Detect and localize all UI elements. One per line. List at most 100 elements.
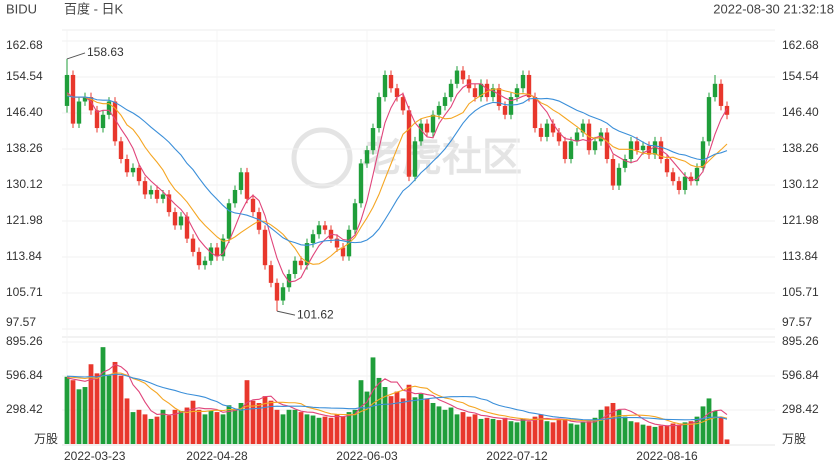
candle-body	[454, 70, 460, 84]
candle-body	[706, 97, 712, 142]
volume-bar	[316, 417, 322, 444]
candle-body	[178, 216, 184, 226]
candle-body	[460, 70, 466, 80]
volume-bar	[268, 400, 274, 444]
y-tick-label: 154.54	[6, 69, 43, 83]
volume-bar	[172, 409, 178, 444]
volume-bar	[388, 396, 394, 444]
volume-bar	[76, 389, 82, 444]
volume-bar	[160, 409, 166, 444]
candle-body	[550, 123, 556, 133]
volume-bar	[280, 414, 286, 444]
y-tick-label-right: 113.84	[782, 249, 818, 263]
y-tick-label: 121.98	[6, 213, 43, 227]
candle-body	[700, 141, 706, 168]
candle-body	[568, 141, 574, 160]
y-tick-label: 162.68	[6, 38, 43, 52]
volume-bar	[232, 409, 238, 444]
ma-line	[66, 83, 728, 283]
volume-bar	[430, 402, 436, 444]
candle-body	[574, 132, 580, 142]
candle-body	[64, 74, 70, 106]
y-tick-label-right: 154.54	[782, 69, 819, 83]
y-tick-label-right: 121.98	[782, 213, 819, 227]
candle-body	[214, 247, 220, 257]
candle-body	[580, 123, 586, 133]
y-tick-label: 130.12	[6, 177, 43, 191]
volume-bar	[538, 414, 544, 444]
volume-bar	[304, 414, 310, 444]
volume-bar	[670, 423, 676, 444]
y-tick-label: 146.40	[6, 105, 43, 119]
volume-bar	[652, 426, 658, 444]
candle-body	[70, 74, 76, 124]
high-annotation: 158.63	[87, 45, 124, 59]
candle-body	[598, 132, 604, 142]
candle-body	[526, 74, 532, 98]
y-tick-label-right: 105.71	[782, 285, 819, 299]
candle-body	[394, 88, 400, 98]
high-pointer	[66, 52, 86, 60]
candle-body	[622, 159, 628, 168]
volume-bar	[106, 375, 112, 444]
candle-body	[208, 247, 214, 261]
candle-body	[94, 110, 100, 129]
candle-body	[424, 123, 430, 133]
volume-ma-line	[66, 373, 728, 421]
volume-bar	[112, 361, 118, 444]
candle-body	[88, 97, 94, 111]
volume-bar	[562, 418, 568, 444]
volume-bar	[694, 416, 700, 444]
x-tick-label: 2022-07-12	[486, 449, 548, 463]
watermark-logo	[291, 127, 353, 189]
volume-bar	[436, 406, 442, 444]
volume-bar	[142, 414, 148, 444]
volume-bar	[250, 400, 256, 444]
volume-bar	[352, 409, 358, 444]
candle-body	[340, 247, 346, 257]
volume-bar	[406, 384, 412, 444]
volume-bar	[580, 422, 586, 444]
candle-body	[196, 251, 202, 266]
volume-tick-label-right: 596.84	[782, 368, 819, 382]
candle-body	[76, 101, 82, 124]
candle-body	[628, 141, 634, 160]
volume-tick-label: 596.84	[6, 368, 43, 382]
volume-bar	[136, 409, 142, 444]
volume-bar	[610, 402, 616, 444]
y-tick-label: 105.71	[6, 285, 43, 299]
candle-body	[100, 114, 106, 129]
volume-bar	[166, 415, 172, 444]
volume-bar	[592, 417, 598, 444]
candle-body	[562, 141, 568, 160]
candle-body	[592, 141, 598, 151]
volume-bar	[82, 387, 88, 444]
volume-bar	[622, 416, 628, 444]
candle-body	[136, 167, 142, 182]
volume-bar	[640, 424, 646, 444]
candle-body	[352, 203, 358, 230]
volume-bar	[148, 418, 154, 444]
candle-body	[478, 83, 484, 98]
y-tick-label: 138.26	[6, 141, 43, 155]
candle-body	[652, 141, 658, 155]
volume-bar	[628, 421, 634, 444]
volume-bar	[124, 398, 130, 444]
volume-bar	[118, 375, 124, 444]
candle-body	[670, 172, 676, 182]
volume-bar	[178, 410, 184, 444]
volume-bar	[88, 364, 94, 444]
volume-bar	[94, 373, 100, 444]
candle-body	[616, 167, 622, 186]
candle-body	[244, 172, 250, 199]
volume-tick-label-right: 895.26	[782, 334, 819, 348]
volume-bar	[334, 414, 340, 444]
candle-body	[154, 189, 160, 199]
candle-body	[106, 101, 112, 115]
y-tick-label-right: 130.12	[782, 177, 819, 191]
candle-body	[130, 167, 136, 173]
candle-body	[358, 163, 364, 204]
volume-bar	[616, 409, 622, 444]
candle-body	[184, 216, 190, 239]
